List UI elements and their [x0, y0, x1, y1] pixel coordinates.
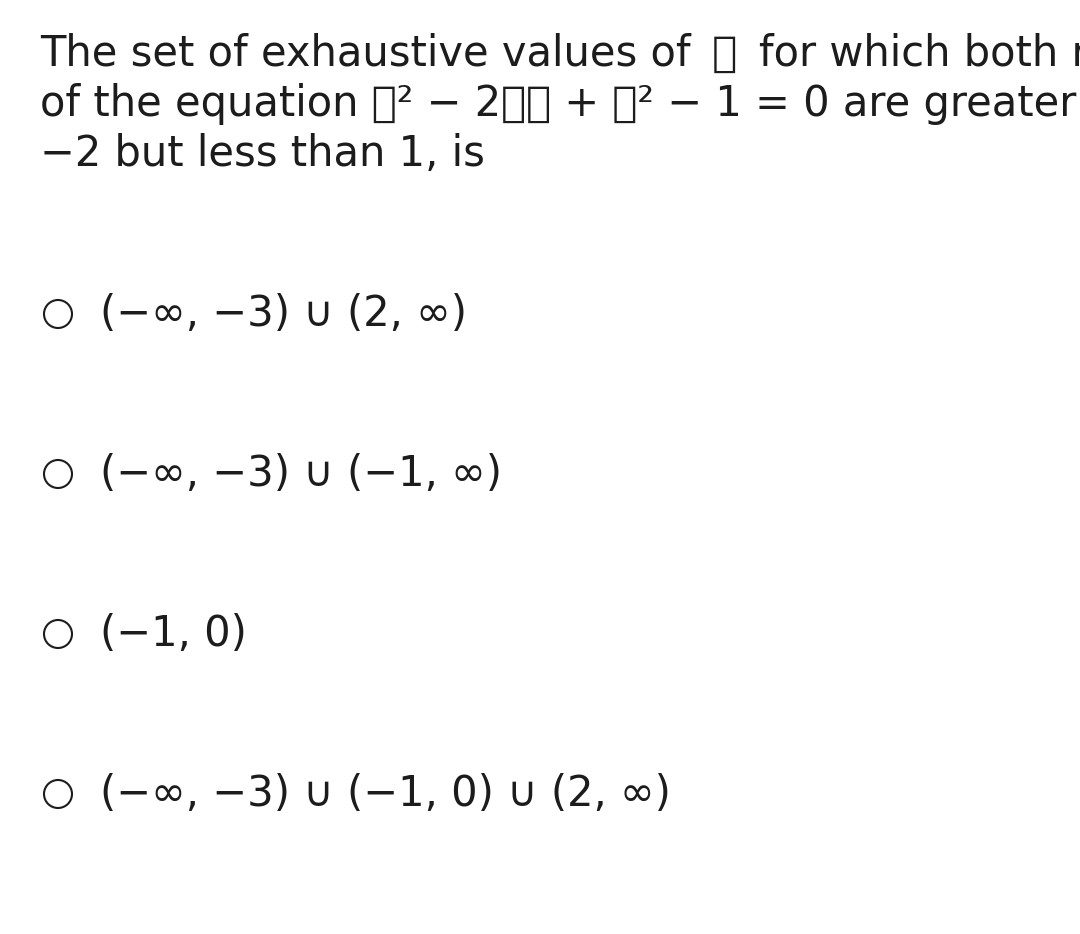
Text: (−∞, −3) ∪ (−1, ∞): (−∞, −3) ∪ (−1, ∞) — [100, 453, 502, 495]
Text: The set of exhaustive values of  𝑚  for which both roots: The set of exhaustive values of 𝑚 for wh… — [40, 33, 1080, 75]
Text: (−∞, −3) ∪ (−1, 0) ∪ (2, ∞): (−∞, −3) ∪ (−1, 0) ∪ (2, ∞) — [100, 773, 671, 815]
Text: (−∞, −3) ∪ (2, ∞): (−∞, −3) ∪ (2, ∞) — [100, 293, 467, 335]
Text: (−1, 0): (−1, 0) — [100, 613, 247, 655]
Text: −2 but less than 1, is: −2 but less than 1, is — [40, 133, 485, 175]
Text: of the equation 𝑥² − 2𝑚𝑥 + 𝑚² − 1 = 0 are greater than: of the equation 𝑥² − 2𝑚𝑥 + 𝑚² − 1 = 0 ar… — [40, 83, 1080, 125]
